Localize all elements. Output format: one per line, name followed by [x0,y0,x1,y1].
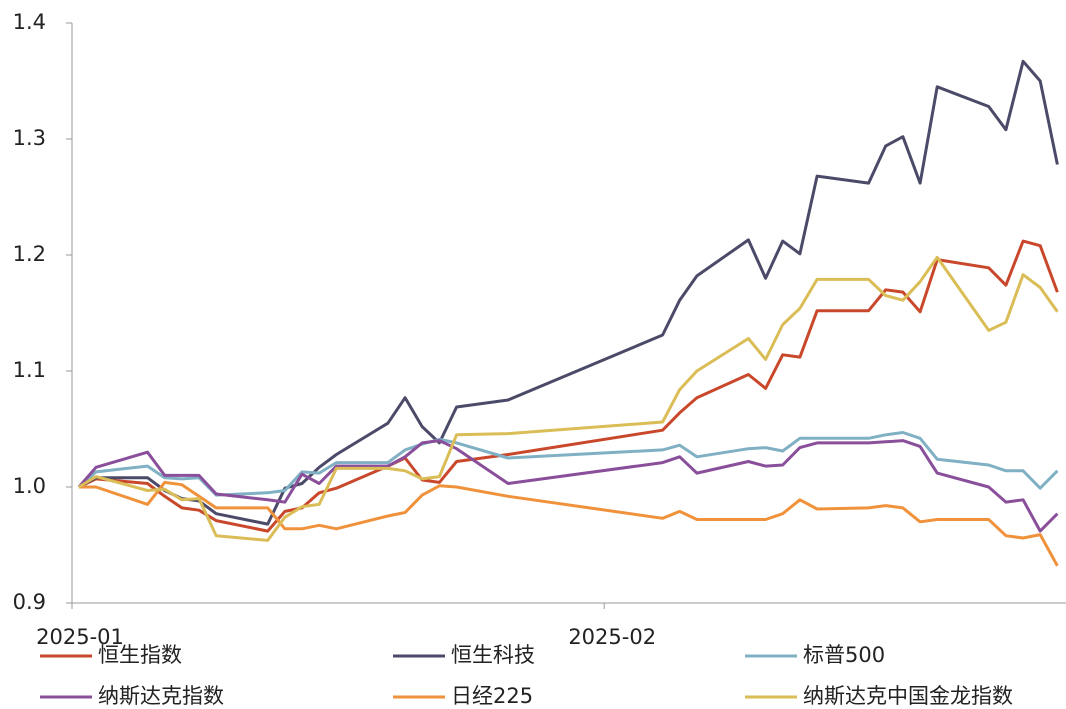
legend-label: 标普500 [803,643,885,667]
y-tick-label: 0.9 [13,590,46,614]
x-tick-label: 2025-01 [36,625,124,649]
legend-label: 日经225 [451,684,533,708]
y-tick-label: 1.0 [13,474,46,498]
y-tick-label: 1.4 [13,10,46,34]
y-tick-label: 1.3 [13,126,46,150]
y-tick-label: 1.2 [13,242,46,266]
series-line [78,59,1059,526]
legend-label: 恒生科技 [451,643,535,667]
series-line [78,255,1059,542]
legend-label: 纳斯达克指数 [98,684,224,708]
y-tick-label: 1.1 [13,358,46,382]
series-line [78,239,1059,533]
series-line [78,480,1059,567]
x-tick-label: 2025-02 [568,625,656,649]
legend-label: 恒生指数 [98,643,182,667]
legend-label: 纳斯达克中国金龙指数 [803,684,1013,708]
series-line [77,439,1059,533]
